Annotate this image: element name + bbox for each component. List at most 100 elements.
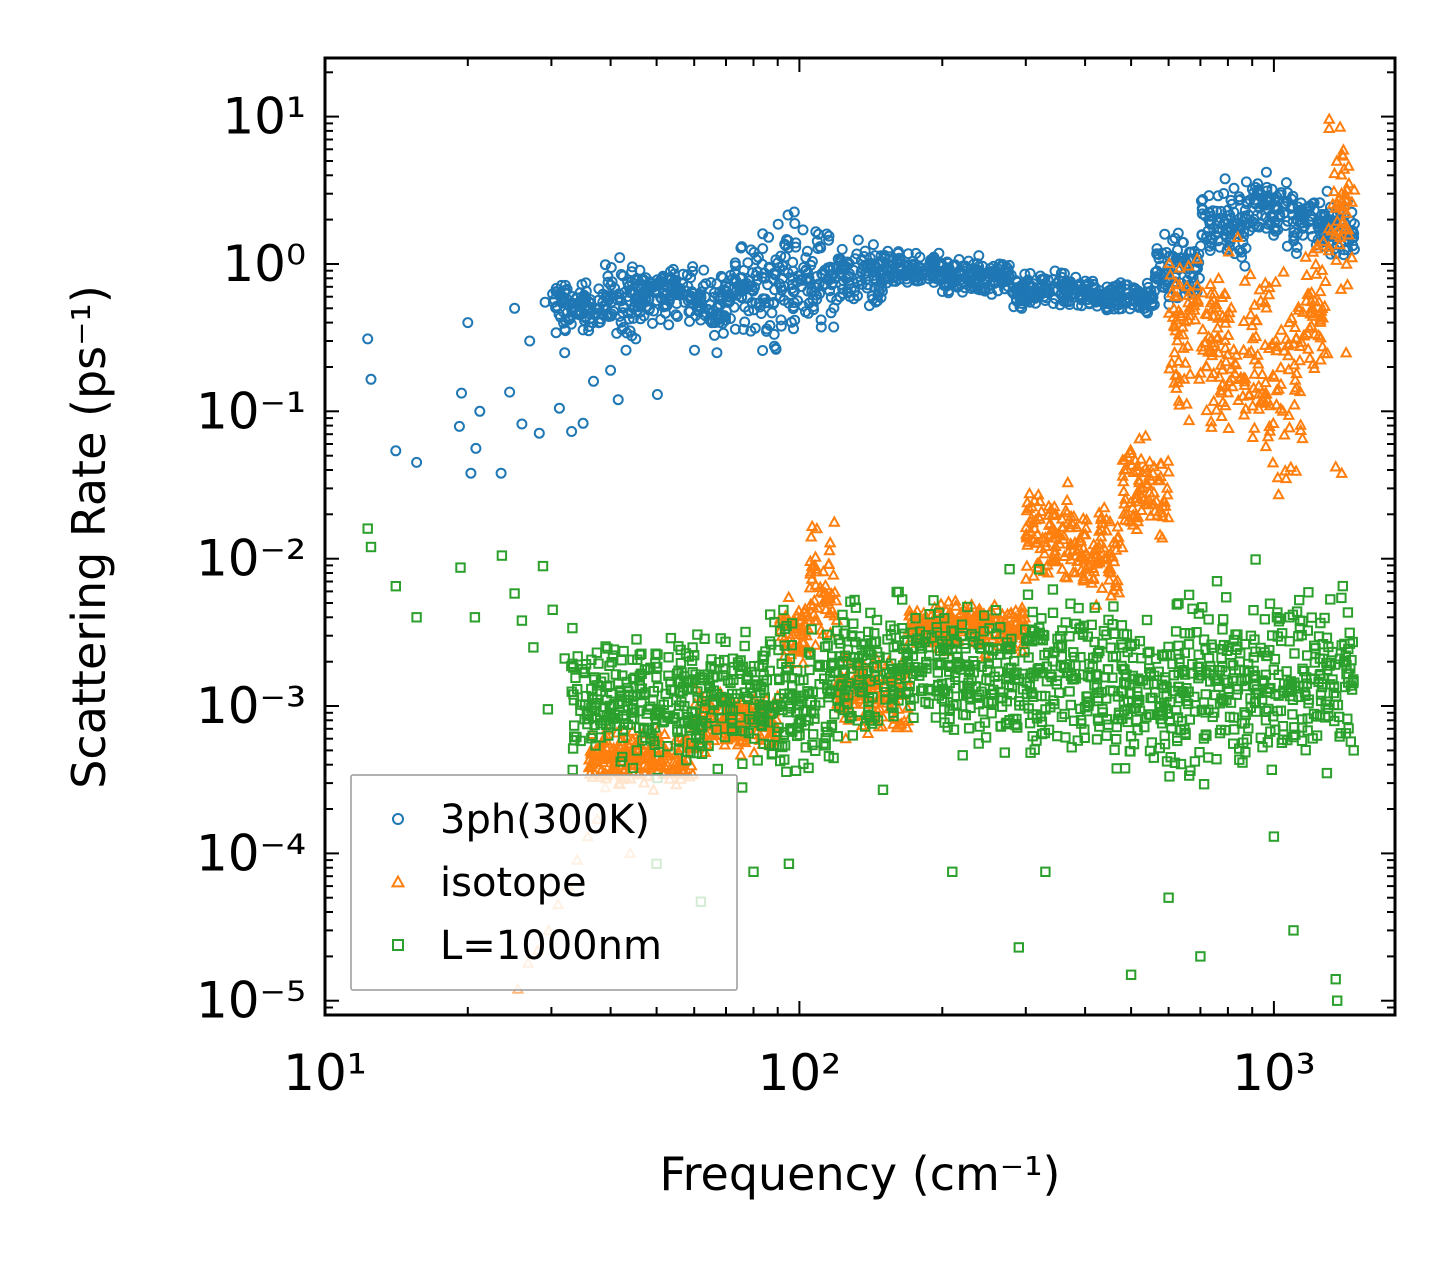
data-point — [1022, 589, 1034, 600]
data-point — [860, 274, 872, 286]
data-point — [668, 713, 679, 725]
data-point — [1223, 241, 1235, 253]
data-point — [1173, 598, 1184, 609]
data-point — [1034, 270, 1046, 282]
data-point — [802, 307, 814, 319]
data-point — [1194, 666, 1205, 678]
data-point — [931, 622, 942, 633]
data-point — [804, 597, 818, 609]
data-point — [1253, 184, 1265, 196]
data-point — [907, 643, 919, 655]
data-point — [1266, 456, 1280, 468]
data-point — [645, 662, 656, 673]
data-point — [1287, 709, 1298, 720]
data-point — [778, 729, 789, 740]
data-point — [716, 713, 727, 724]
data-point — [547, 604, 558, 615]
data-point — [1204, 664, 1215, 676]
data-point — [1288, 383, 1302, 395]
data-point — [1221, 244, 1233, 255]
data-point — [721, 305, 732, 317]
data-point — [761, 325, 772, 337]
data-point — [1344, 627, 1355, 638]
data-point — [1211, 321, 1224, 333]
data-point — [747, 745, 761, 758]
data-point — [867, 718, 878, 729]
data-point — [1019, 268, 1031, 280]
data-point — [1229, 724, 1240, 735]
data-point — [1035, 504, 1048, 517]
y-tick-label: 10⁻⁵ — [196, 972, 306, 1030]
data-point — [1027, 606, 1038, 618]
data-point — [734, 748, 748, 760]
data-point — [852, 692, 866, 704]
data-point — [1174, 692, 1186, 704]
data-point — [689, 344, 700, 356]
data-point — [569, 731, 580, 742]
data-point — [948, 724, 960, 735]
data-point — [621, 291, 633, 303]
data-point — [704, 680, 716, 691]
data-point — [547, 288, 559, 300]
data-point — [890, 720, 904, 733]
data-point — [365, 541, 377, 553]
data-point — [1332, 995, 1343, 1006]
data-point — [807, 607, 820, 619]
data-point — [1125, 731, 1137, 742]
data-point — [836, 243, 848, 255]
data-point — [1295, 335, 1308, 347]
data-point — [783, 858, 795, 869]
data-point — [774, 674, 785, 686]
data-point — [1117, 686, 1129, 697]
data-point — [691, 732, 702, 743]
data-point — [639, 689, 650, 700]
data-point — [1216, 395, 1230, 407]
data-point — [1116, 540, 1129, 553]
data-point — [1183, 589, 1195, 601]
data-point — [933, 679, 944, 691]
data-point — [1159, 697, 1170, 708]
data-point — [776, 658, 787, 669]
data-point — [1260, 387, 1273, 399]
data-point — [823, 230, 835, 242]
data-point — [1166, 723, 1177, 734]
data-point — [1088, 544, 1102, 556]
data-point — [786, 618, 798, 629]
data-point — [674, 700, 685, 711]
data-point — [559, 653, 570, 664]
data-point — [798, 262, 810, 273]
data-point — [778, 265, 790, 277]
data-point — [605, 262, 617, 273]
data-point — [1173, 398, 1186, 410]
data-point — [1314, 331, 1328, 343]
data-point — [1056, 711, 1068, 723]
data-point — [957, 750, 968, 761]
data-point — [1189, 706, 1201, 717]
data-point — [1269, 193, 1281, 204]
data-point — [1258, 338, 1272, 350]
data-point — [1236, 718, 1248, 729]
data-point — [551, 301, 563, 313]
data-point — [533, 427, 545, 439]
data-point — [1159, 738, 1171, 750]
data-point — [1229, 357, 1243, 370]
data-point — [793, 693, 805, 704]
data-point — [692, 290, 704, 302]
data-point — [1040, 704, 1051, 715]
data-point — [712, 300, 724, 312]
data-point — [960, 709, 971, 721]
data-point — [1222, 421, 1236, 433]
data-point — [1173, 640, 1184, 651]
data-point — [1271, 470, 1285, 483]
data-point — [708, 699, 719, 711]
data-point — [1281, 348, 1295, 361]
data-point — [765, 609, 776, 620]
data-point — [1176, 716, 1188, 727]
data-point — [1242, 388, 1256, 401]
data-point — [691, 747, 702, 759]
data-point — [1183, 367, 1197, 379]
data-point — [584, 301, 596, 313]
data-point — [828, 321, 840, 333]
data-point — [1107, 686, 1119, 697]
data-point — [759, 267, 771, 279]
